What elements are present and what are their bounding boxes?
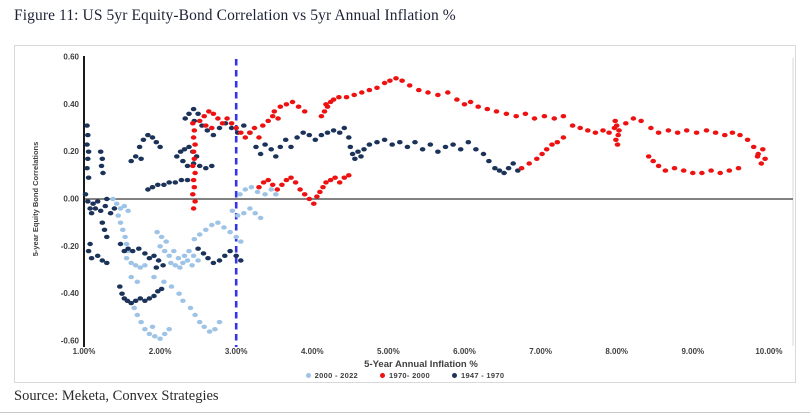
axis-tick-labels: 0.60 0.40 0.20 0.00 -0.20 -0.40 -0.601.00% 2.00…	[61, 52, 783, 356]
y-tick-label: 0.20	[63, 147, 79, 156]
y-tick-label: 0.60	[63, 52, 79, 61]
y-tick-label: -0.60	[61, 337, 80, 346]
y-tick-label: 0.00	[63, 195, 79, 204]
series-1970-2000	[190, 76, 768, 211]
y-tick-label: -0.40	[61, 289, 80, 298]
x-tick-label: 7.00%	[529, 347, 552, 356]
x-tick-label: 9.00%	[681, 347, 704, 356]
y-tick-label: -0.20	[61, 242, 80, 251]
x-tick-label: 6.00%	[453, 347, 476, 356]
legend-item-1: 1970- 2000	[380, 371, 430, 380]
series-2000-2022	[110, 185, 279, 341]
legend-label: 1947 - 1970	[460, 370, 505, 380]
scatter-points	[82, 76, 768, 341]
y-tick-label: 0.40	[63, 100, 79, 109]
x-tick-label: 2.00%	[149, 347, 172, 356]
x-tick-label: 1.00%	[73, 347, 96, 356]
legend-item-2: 1947 - 1970	[451, 370, 505, 380]
x-tick-label: 3.00%	[225, 347, 248, 356]
x-tick-label: 8.00%	[605, 347, 628, 356]
legend-item-0: 2000 - 2022	[305, 370, 359, 380]
source-caption: Source: Meketa, Convex Strategies	[14, 388, 219, 404]
series-1947-1970	[82, 106, 521, 306]
x-axis-title: 5-Year Annual Inflation %	[364, 359, 478, 370]
chart-frame	[83, 56, 794, 347]
scatter-chart: 0.60 0.40 0.20 0.00 -0.20 -0.40 -0.601.00% 2.00…	[31, 52, 794, 370]
legend-label: 1970- 2000	[389, 370, 430, 380]
y-axis-title: 5-year Equity Bond Correlations	[31, 142, 40, 257]
legend-label: 2000 - 2022	[314, 370, 359, 380]
chart-legend: 2000 - 2022 1970- 2000 1947 - 1970	[15, 368, 795, 382]
legend-marker-icon	[451, 372, 457, 378]
x-tick-label: 10.00%	[755, 347, 782, 356]
legend-marker-icon	[305, 372, 311, 378]
chart-container: 0.60 0.40 0.20 0.00 -0.20 -0.40 -0.60 1.00% 2.00…	[14, 45, 796, 383]
figure-title: Figure 11: US 5yr Equity-Bond Correlatio…	[14, 7, 456, 24]
x-tick-label: 4.00%	[301, 347, 324, 356]
legend-marker-icon	[380, 372, 386, 378]
x-tick-label: 5.00%	[377, 347, 400, 356]
